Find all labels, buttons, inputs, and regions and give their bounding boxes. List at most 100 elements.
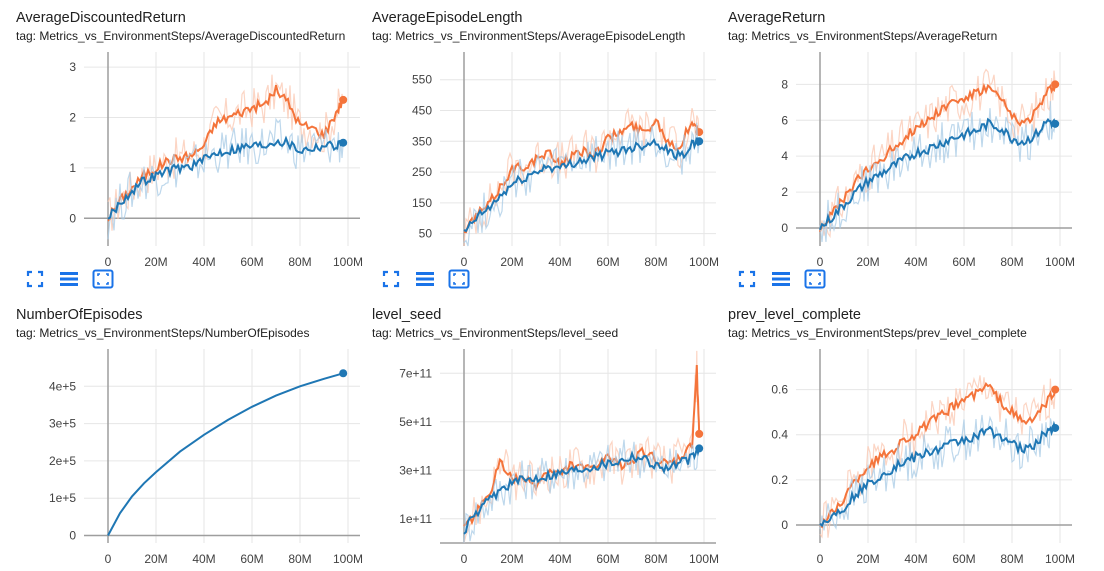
chart-title: level_seed [372, 307, 442, 323]
series-end-point[interactable] [339, 369, 348, 378]
y-tick-label: 4 [781, 149, 788, 163]
x-tick-label: 0 [461, 255, 468, 269]
line-chart: 0 20M 40M 60M 80M 100M 0 1 2 3 [69, 52, 363, 269]
x-tick-label: 100M [333, 552, 363, 566]
series-end-point[interactable] [1051, 80, 1060, 89]
chart-toolbar [380, 268, 470, 290]
fit-domain-icon[interactable] [448, 268, 470, 290]
y-tick-label: 250 [412, 165, 432, 179]
x-tick-label: 20M [144, 552, 167, 566]
y-tick-label: 8 [781, 77, 788, 91]
y-tick-label: 50 [419, 227, 433, 241]
y-tick-label: 6 [781, 113, 788, 127]
x-tick-label: 100M [689, 255, 719, 269]
x-tick-label: 60M [240, 255, 263, 269]
chart-toolbar [736, 268, 826, 290]
x-tick-label: 40M [904, 552, 927, 566]
x-tick-label: 80M [1000, 552, 1023, 566]
raw-series-line [463, 122, 700, 247]
x-tick-label: 40M [904, 255, 927, 269]
chart-tag: tag: Metrics_vs_EnvironmentSteps/Average… [372, 29, 686, 43]
x-tick-label: 80M [644, 552, 667, 566]
list-lines-icon[interactable] [414, 268, 436, 290]
series-end-point[interactable] [695, 137, 704, 146]
y-tick-label: 4e+5 [49, 379, 76, 393]
series-line [107, 372, 344, 536]
y-tick-label: 3 [69, 60, 76, 74]
x-tick-label: 0 [105, 552, 112, 566]
y-tick-label: 0 [781, 518, 788, 532]
y-tick-label: 0.6 [771, 383, 788, 397]
x-tick-label: 60M [596, 552, 619, 566]
x-tick-label: 20M [856, 552, 879, 566]
series-line [819, 420, 1057, 528]
raw-series-line [463, 107, 700, 247]
chart-tag: tag: Metrics_vs_EnvironmentSteps/level_s… [372, 326, 619, 340]
list-lines-icon[interactable] [58, 268, 80, 290]
chart-title: AverageEpisodeLength [372, 10, 523, 26]
x-tick-label: 0 [817, 552, 824, 566]
x-tick-label: 60M [240, 552, 263, 566]
y-tick-label: 1e+5 [49, 491, 76, 505]
raw-series-line [463, 439, 700, 544]
fit-domain-icon[interactable] [804, 268, 826, 290]
series-line [463, 448, 701, 535]
x-tick-label: 60M [596, 255, 619, 269]
x-tick-label: 80M [644, 255, 667, 269]
expand-icon[interactable] [380, 268, 402, 290]
expand-icon[interactable] [24, 268, 46, 290]
series-end-point[interactable] [1051, 119, 1060, 128]
y-tick-label: 0.2 [771, 473, 788, 487]
series-line [107, 135, 344, 220]
series-end-point[interactable] [1051, 385, 1060, 394]
raw-series-line [819, 101, 1056, 243]
y-tick-label: 550 [412, 73, 432, 87]
raw-series-line [819, 68, 1056, 239]
chart-tag: tag: Metrics_vs_EnvironmentSteps/Average… [16, 29, 346, 43]
x-tick-label: 100M [689, 552, 719, 566]
chart-title: NumberOfEpisodes [16, 307, 143, 323]
chart-title: AverageReturn [728, 10, 826, 26]
x-tick-label: 100M [333, 255, 363, 269]
y-tick-label: 3e+11 [399, 463, 432, 477]
series-line [463, 137, 701, 233]
x-tick-label: 80M [1000, 255, 1023, 269]
line-chart: 0 20M 40M 60M 80M 100M 0 2 4 6 8 [781, 52, 1075, 269]
chart-toolbar [24, 268, 114, 290]
series-end-point[interactable] [695, 429, 704, 438]
y-tick-label: 3e+5 [49, 417, 76, 431]
x-tick-label: 100M [1045, 255, 1075, 269]
x-tick-label: 0 [817, 255, 824, 269]
y-tick-label: 0.4 [771, 428, 788, 442]
list-lines-icon[interactable] [770, 268, 792, 290]
y-tick-label: 0 [69, 529, 76, 543]
x-tick-label: 20M [856, 255, 879, 269]
x-tick-label: 20M [144, 255, 167, 269]
y-tick-label: 450 [412, 104, 432, 118]
fit-domain-icon[interactable] [92, 268, 114, 290]
series-line [463, 364, 701, 527]
series-end-point[interactable] [695, 444, 704, 453]
series-end-point[interactable] [339, 138, 348, 147]
y-tick-label: 0 [69, 211, 76, 225]
chart-title: prev_level_complete [728, 307, 861, 323]
series-end-point[interactable] [1051, 423, 1060, 432]
y-tick-label: 1 [69, 161, 76, 175]
y-tick-label: 0 [781, 221, 788, 235]
y-tick-label: 5e+11 [399, 415, 432, 429]
y-tick-label: 2e+5 [49, 454, 76, 468]
x-tick-label: 20M [500, 552, 523, 566]
raw-series-line [107, 74, 344, 231]
raw-series-line [107, 117, 344, 240]
x-tick-label: 40M [548, 255, 571, 269]
x-tick-label: 40M [192, 552, 215, 566]
raw-series-line [463, 350, 700, 544]
y-tick-label: 350 [412, 134, 432, 148]
series-line [819, 382, 1057, 529]
expand-icon[interactable] [736, 268, 758, 290]
y-tick-label: 7e+11 [399, 366, 432, 380]
line-chart: 0 20M 40M 60M 80M 100M 1e+11 3e+11 5e+11 7e+11 [399, 349, 719, 566]
series-line [819, 82, 1057, 233]
series-end-point[interactable] [339, 95, 348, 104]
x-tick-label: 60M [952, 255, 975, 269]
